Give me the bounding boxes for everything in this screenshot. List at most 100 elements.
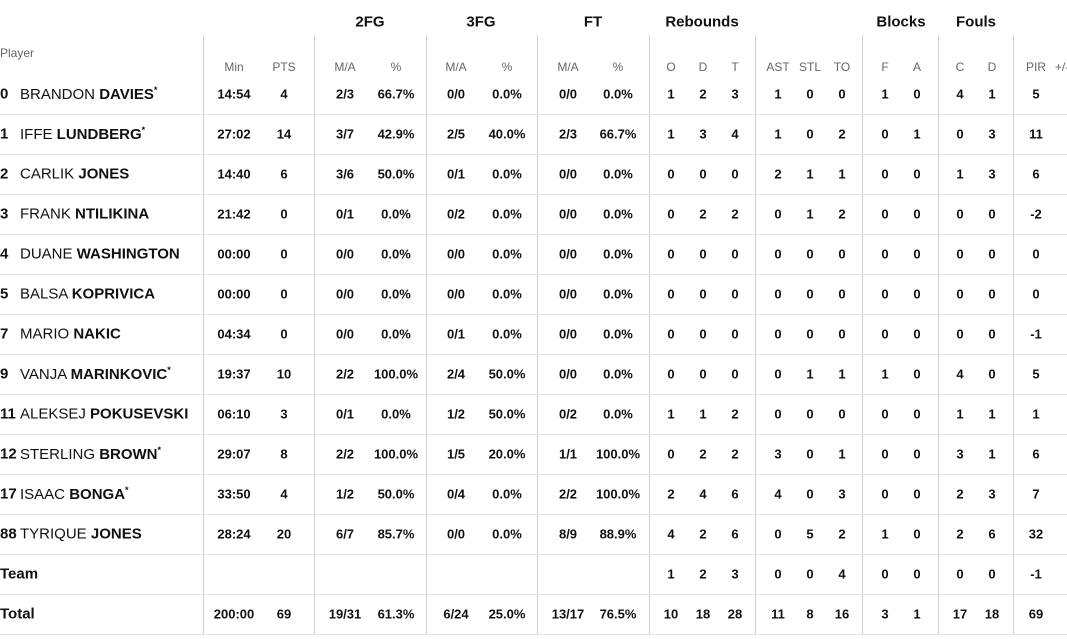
stat-cell: 0 bbox=[699, 286, 707, 302]
stat-cell: 0/0 bbox=[335, 246, 355, 262]
stat-cell: 0 bbox=[774, 366, 782, 382]
stat-cell: 0.0% bbox=[492, 246, 522, 262]
stat-cell: 3 bbox=[988, 486, 996, 502]
player-name: BRANDON DAVIES* bbox=[20, 85, 157, 103]
stat-cell: 27:02 bbox=[217, 126, 251, 142]
stat-cell: 0 bbox=[806, 446, 814, 462]
stat-cell: 0.0% bbox=[603, 246, 633, 262]
column-divider bbox=[649, 35, 650, 635]
stat-cell: 28:24 bbox=[217, 526, 251, 542]
column-header: T bbox=[731, 60, 739, 74]
stat-cell: 100.0% bbox=[373, 366, 419, 382]
stat-cell: 0 bbox=[838, 246, 846, 262]
stat-cell: 0 bbox=[881, 126, 889, 142]
stat-cell: 0 bbox=[699, 246, 707, 262]
row-label: Team bbox=[0, 565, 39, 583]
column-header: O bbox=[666, 60, 676, 74]
stat-cell: 13/17 bbox=[551, 606, 585, 622]
player-name: VANJA MARINKOVIC* bbox=[20, 365, 171, 383]
row-divider bbox=[0, 394, 1067, 395]
first-name: CARLIK bbox=[20, 165, 75, 183]
stat-cell: 0 bbox=[881, 406, 889, 422]
stat-cell: 0 bbox=[731, 286, 739, 302]
player-number: 9 bbox=[0, 365, 9, 383]
column-header: F bbox=[881, 60, 889, 74]
player-number: 4 bbox=[0, 245, 9, 263]
stat-cell: 0.0% bbox=[492, 486, 522, 502]
stat-cell: 0 bbox=[731, 166, 739, 182]
stat-cell: 2/2 bbox=[335, 446, 355, 462]
stat-cell: 0/1 bbox=[335, 406, 355, 422]
first-name: TYRIQUE bbox=[20, 525, 87, 543]
stat-cell: 14 bbox=[276, 126, 292, 142]
stat-cell: 76.5% bbox=[599, 606, 637, 622]
stat-cell: 0 bbox=[731, 366, 739, 382]
stat-cell: 0/1 bbox=[446, 326, 466, 342]
stat-cell: 1 bbox=[881, 86, 889, 102]
stat-cell: 0 bbox=[956, 246, 964, 262]
stat-cell: 10 bbox=[663, 606, 679, 622]
stat-cell: 6 bbox=[280, 166, 288, 182]
stat-cell: 0 bbox=[956, 286, 964, 302]
stat-cell: 3 bbox=[956, 446, 964, 462]
last-name: NAKIC bbox=[73, 325, 121, 343]
stat-cell: 0 bbox=[913, 446, 921, 462]
row-divider bbox=[0, 434, 1067, 435]
stat-cell: 20 bbox=[276, 526, 292, 542]
stat-cell: 0 bbox=[699, 366, 707, 382]
stat-cell: 2 bbox=[838, 206, 846, 222]
stat-cell: 1/2 bbox=[335, 486, 355, 502]
starter-mark: * bbox=[125, 485, 129, 495]
last-name: LUNDBERG bbox=[56, 126, 142, 143]
last-name: NTILIKINA bbox=[75, 205, 150, 223]
column-divider bbox=[537, 35, 538, 635]
stat-cell: 1 bbox=[988, 406, 996, 422]
stat-cell: 66.7% bbox=[377, 86, 415, 102]
stat-cell: 0.0% bbox=[492, 166, 522, 182]
stat-cell: 4 bbox=[774, 486, 782, 502]
stat-cell: 0 bbox=[956, 206, 964, 222]
first-name: VANJA bbox=[20, 366, 67, 383]
stat-cell: -2 bbox=[1030, 206, 1042, 222]
column-header: M/A bbox=[445, 60, 467, 74]
stat-cell: 1 bbox=[806, 206, 814, 222]
stat-cell: 0.0% bbox=[381, 286, 411, 302]
stat-cell: 2 bbox=[667, 486, 675, 502]
row-divider bbox=[0, 114, 1067, 115]
stat-cell: 0 bbox=[913, 326, 921, 342]
stat-cell: 1 bbox=[806, 366, 814, 382]
player-number: 0 bbox=[0, 85, 9, 103]
stat-cell: 0 bbox=[988, 246, 996, 262]
stat-cell: 0 bbox=[988, 366, 996, 382]
stat-cell: 0.0% bbox=[603, 326, 633, 342]
stat-cell: 66.7% bbox=[599, 126, 637, 142]
first-name: STERLING bbox=[20, 446, 96, 463]
stat-cell: 0 bbox=[774, 246, 782, 262]
stat-cell: 10 bbox=[276, 366, 292, 382]
stat-cell: 3 bbox=[731, 86, 739, 102]
stat-cell: 0/0 bbox=[335, 326, 355, 342]
stat-cell: 1 bbox=[667, 566, 675, 582]
stat-cell: 0 bbox=[667, 366, 675, 382]
stat-cell: 1 bbox=[988, 446, 996, 462]
row-divider bbox=[0, 594, 1067, 595]
stat-cell: 0 bbox=[280, 286, 288, 302]
stat-cell: 04:34 bbox=[217, 326, 251, 342]
first-name: DUANE bbox=[20, 245, 73, 263]
stat-cell: 0 bbox=[806, 326, 814, 342]
stat-cell: 0 bbox=[913, 206, 921, 222]
stat-cell: 1 bbox=[774, 126, 782, 142]
stat-cell: 1 bbox=[1032, 406, 1040, 422]
stat-cell: 2 bbox=[731, 446, 739, 462]
player-number: 17 bbox=[0, 485, 17, 503]
stat-cell: 0.0% bbox=[492, 286, 522, 302]
player-number: 3 bbox=[0, 205, 9, 223]
stat-cell: 3 bbox=[988, 166, 996, 182]
player-name: DUANE WASHINGTON bbox=[20, 246, 180, 263]
stat-cell: 0 bbox=[838, 406, 846, 422]
stat-cell: 8 bbox=[280, 446, 288, 462]
stat-cell: 0.0% bbox=[381, 406, 411, 422]
stat-cell: 0.0% bbox=[381, 246, 411, 262]
stat-cell: 42.9% bbox=[377, 126, 415, 142]
